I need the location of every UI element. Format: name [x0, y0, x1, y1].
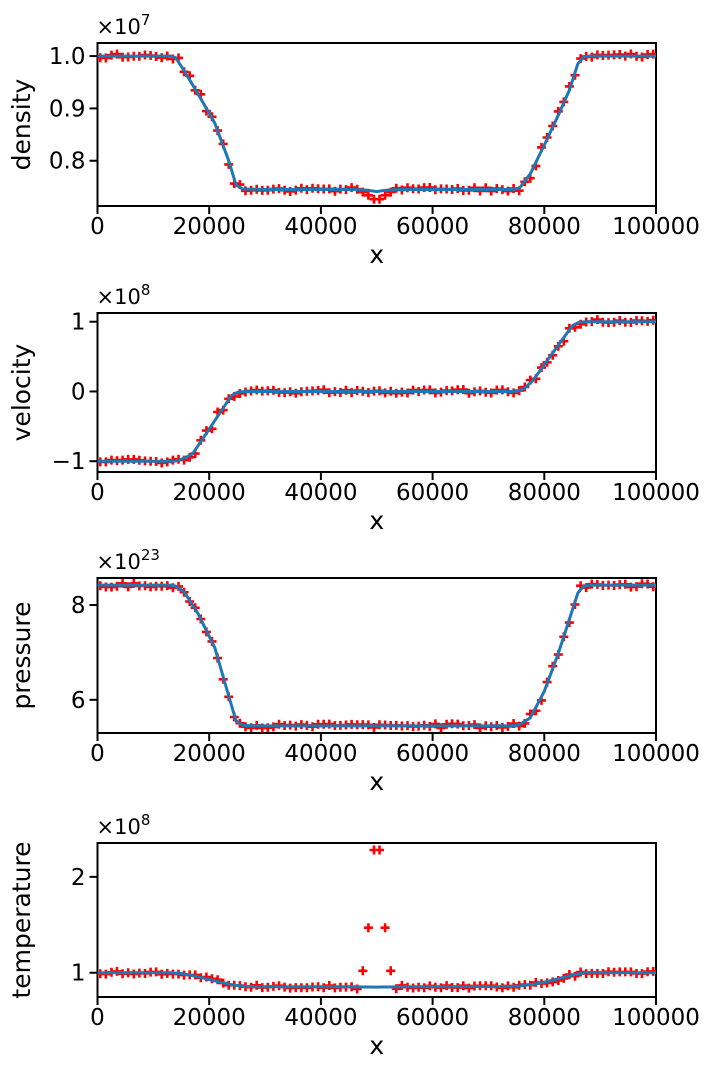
plot-frame — [96, 42, 657, 207]
exact-solution-line — [97, 54, 656, 194]
y-tick-label: 0 — [71, 379, 86, 405]
x-axis-label: x — [369, 506, 384, 535]
x-tick-label: 0 — [90, 741, 105, 767]
x-tick-label: 100000 — [612, 480, 700, 506]
y-tick-label: 8 — [71, 593, 86, 619]
y-tick-label: 0.9 — [49, 96, 86, 122]
y-axis-label: pressure — [7, 602, 36, 710]
y-tick-label: 6 — [71, 688, 86, 714]
axis-offset-text: ×1023 — [97, 546, 160, 574]
x-tick-label: 0 — [90, 480, 105, 506]
simulation-markers — [97, 49, 656, 204]
chart-svg-velocity: 0 20000 40000 60000 80000 100000−101xvelocity… — [7, 281, 700, 535]
x-tick-label: 100000 — [612, 1005, 700, 1031]
simulation-markers — [97, 578, 656, 733]
x-tick-label: 60000 — [396, 214, 469, 240]
y-axis-label: velocity — [7, 343, 36, 441]
chart-svg-density: 0 20000 40000 60000 80000 100000 0.8 0.9 1.0 x den… — [7, 11, 700, 269]
x-tick-label: 20000 — [173, 480, 246, 506]
x-tick-label: 0 — [90, 214, 105, 240]
subplot-pressure: 0 20000 40000 60000 80000 100000 6 8 x pressure ×1… — [0, 540, 720, 810]
x-tick-label: 40000 — [284, 741, 357, 767]
data-region — [97, 578, 656, 733]
exact-solution-line — [97, 970, 656, 989]
x-tick-label: 0 — [90, 1005, 105, 1031]
x-tick-label: 20000 — [173, 1005, 246, 1031]
subplot-velocity: 0 20000 40000 60000 80000 100000 −1 0 1 x velocity… — [0, 270, 720, 540]
axis-offset-text: ×108 — [97, 281, 151, 309]
x-tick-label: 60000 — [396, 741, 469, 767]
x-tick-label: 100000 — [612, 214, 700, 240]
x-tick-label: 60000 — [396, 480, 469, 506]
y-axis-label: temperature — [7, 841, 36, 998]
x-axis-label: x — [369, 240, 384, 269]
exact-solution-line — [97, 320, 656, 463]
simulation-markers — [97, 845, 656, 994]
subplot-density: 0 20000 40000 60000 80000 100000 0.8 0.9 1.0 x den… — [0, 0, 720, 270]
x-tick-label: 20000 — [173, 741, 246, 767]
axis-offset-text: ×107 — [97, 11, 151, 39]
x-tick-label: 80000 — [508, 1005, 581, 1031]
x-tick-label: 40000 — [284, 480, 357, 506]
x-tick-label: 60000 — [396, 1005, 469, 1031]
data-region — [97, 315, 656, 468]
y-tick-label: 1.0 — [49, 44, 86, 70]
y-axis-label: density — [7, 78, 36, 170]
plot-frame — [96, 842, 657, 998]
x-tick-label: 100000 — [612, 741, 700, 767]
x-tick-label: 80000 — [508, 480, 581, 506]
y-tick-label: 2 — [71, 865, 86, 891]
y-tick-label: −1 — [52, 449, 86, 475]
axis-offset-text: ×108 — [97, 811, 151, 839]
chart-svg-temperature: 0 20000 40000 60000 80000 100000 1 2 x temperatur… — [7, 811, 700, 1060]
x-axis-label: x — [369, 767, 384, 796]
y-tick-label: 1 — [71, 961, 86, 987]
data-region — [97, 845, 656, 994]
chart-svg-pressure: 0 20000 40000 60000 80000 100000 6 8 x pressure ×1… — [7, 546, 700, 796]
plot-frame — [96, 577, 657, 734]
plot-frame — [96, 312, 657, 473]
y-tick-label: 1 — [71, 310, 86, 336]
x-tick-label: 40000 — [284, 214, 357, 240]
subplot-temperature: 0 20000 40000 60000 80000 100000 1 2 x temperatur… — [0, 810, 720, 1080]
exact-solution-line — [97, 583, 656, 728]
data-region — [97, 49, 656, 204]
y-tick-label: 0.8 — [49, 149, 86, 175]
x-tick-label: 40000 — [284, 1005, 357, 1031]
x-tick-label: 20000 — [173, 214, 246, 240]
x-tick-label: 80000 — [508, 214, 581, 240]
x-tick-label: 80000 — [508, 741, 581, 767]
x-axis-label: x — [369, 1031, 384, 1060]
